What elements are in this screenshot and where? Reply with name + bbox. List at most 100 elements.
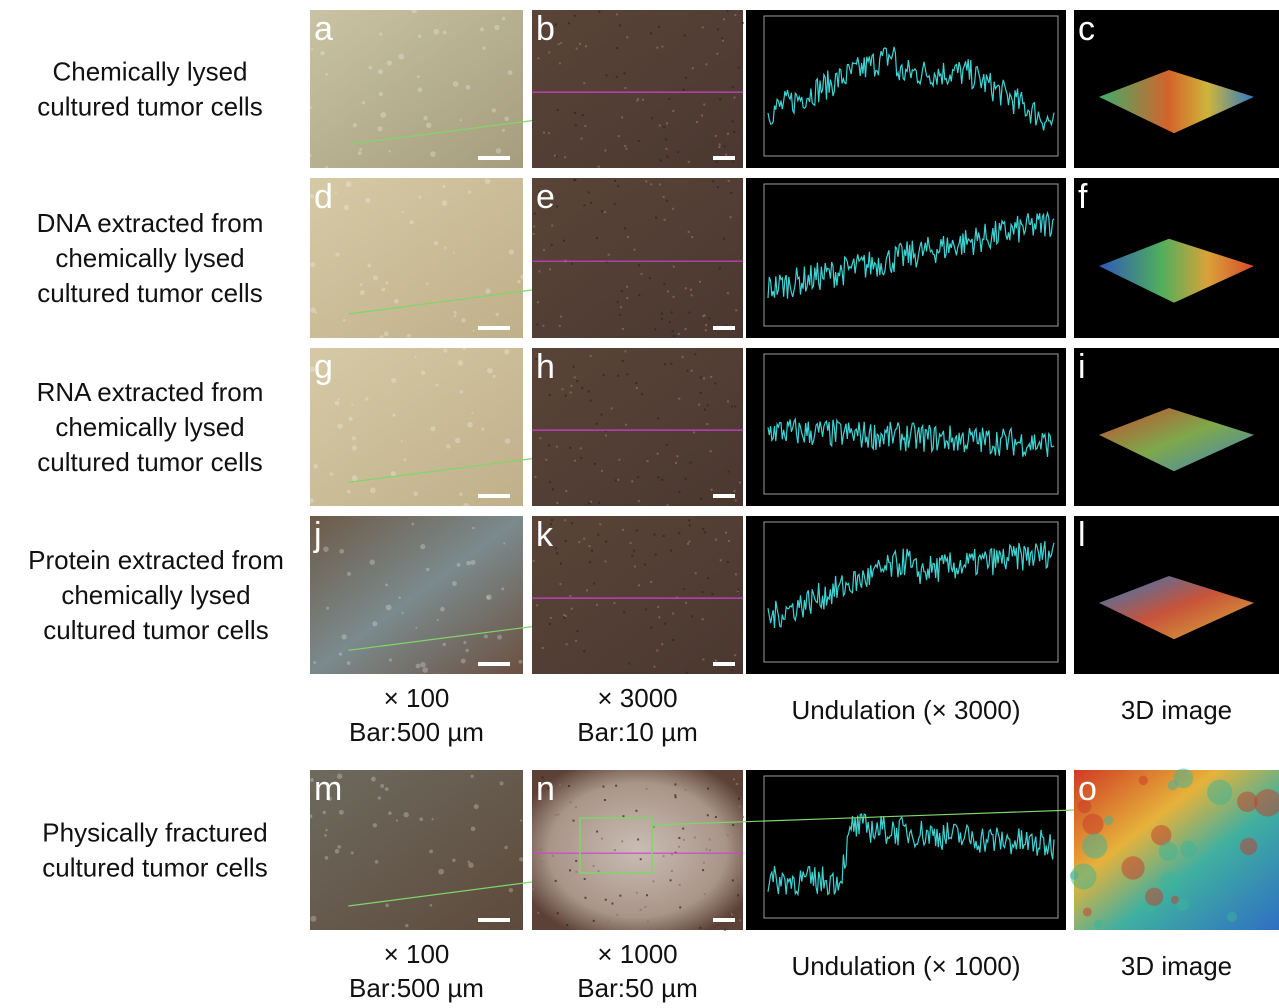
texture-speck [557,43,560,46]
texture-speck [579,43,582,46]
texture-speck [545,458,548,461]
texture-blob [1082,813,1104,835]
texture-dot [495,147,502,154]
texture-speck [688,524,691,527]
texture-dot [459,390,464,394]
texture-dot [481,427,485,431]
texture-dot [501,128,505,132]
texture-speck [711,592,714,595]
texture-dot [519,857,524,862]
micrograph-low [310,348,523,506]
texture-speck [656,46,659,49]
texture-dot [470,560,476,566]
texture-speck [714,816,717,819]
texture-speck [596,830,599,833]
texture-dot [415,626,418,629]
scale-bar [478,662,510,666]
texture-speck [719,559,722,562]
texture-dot [425,122,432,128]
texture-speck [687,230,690,233]
texture-speck [638,264,641,267]
texture-speck [553,154,556,157]
row-label: Chemically lysed cultured tumor cells [37,57,262,122]
profile-line [767,541,1055,629]
row-label-line: Physically fractured [42,818,267,848]
profile-line [767,46,1055,131]
texture-speck [613,202,616,205]
texture-dot [446,444,451,449]
texture-speck [583,82,586,85]
texture-blob [1158,841,1178,861]
texture-speck [536,301,539,304]
texture-speck [581,114,584,117]
texture-speck [564,156,567,159]
texture-dot [501,16,506,21]
texture-speck [583,650,586,653]
texture-dot [385,604,392,611]
texture-speck [706,404,709,407]
texture-speck [674,794,677,797]
micrograph-high [532,10,743,168]
texture-speck [731,86,734,89]
texture-speck [684,328,687,331]
texture-dot [391,377,397,384]
texture-speck [665,199,668,202]
micrograph-low [310,770,523,930]
panel-letter: f [1078,178,1088,216]
texture-speck [734,654,737,657]
texture-dot [341,634,347,640]
texture-speck [662,196,665,199]
texture-dot [400,440,403,443]
texture-speck [607,919,610,922]
texture-speck [618,458,621,461]
connector [348,120,533,145]
micrograph-high [532,178,743,338]
texture-dot [401,210,404,213]
texture-dot [405,923,409,928]
texture-speck [569,595,572,598]
texture-speck [628,662,631,665]
texture-dot [326,606,330,610]
profile-line [767,210,1055,299]
panel-letter: o [1078,770,1097,808]
texture-speck [571,262,574,265]
texture-dot [313,661,317,664]
plot-frame [763,521,1059,663]
texture-speck [558,324,561,327]
micrograph-high [532,348,743,506]
texture-speck [575,870,578,873]
texture-speck [650,183,653,186]
texture-dot [334,191,338,194]
texture-speck [616,47,619,50]
texture-speck [572,819,575,822]
caption-line: Undulation (× 1000) [791,951,1020,981]
texture-speck [734,405,737,408]
texture-dot [337,845,341,849]
texture-speck [725,324,728,327]
texture-speck [621,840,624,843]
texture-dot [351,436,356,441]
texture-speck [714,659,717,662]
texture-speck [738,805,741,808]
texture-speck [670,362,673,365]
texture-dot [518,659,523,664]
texture-speck [678,397,681,400]
panel-letter: m [314,770,342,808]
texture-speck [688,311,691,314]
texture-dot [313,464,319,469]
texture-speck [626,36,629,39]
texture-dot [466,560,471,566]
texture-dot [343,204,350,211]
texture-speck [604,149,607,152]
texture-speck [621,116,624,119]
texture-blob [1159,872,1179,891]
3d-surface [1099,70,1254,134]
texture-speck [734,13,737,16]
texture-speck [548,51,551,54]
texture-speck [559,583,562,586]
texture-dot [482,46,486,50]
texture-speck [545,814,548,817]
texture-speck [636,98,639,101]
texture-speck [637,500,640,503]
texture-speck [567,22,570,25]
